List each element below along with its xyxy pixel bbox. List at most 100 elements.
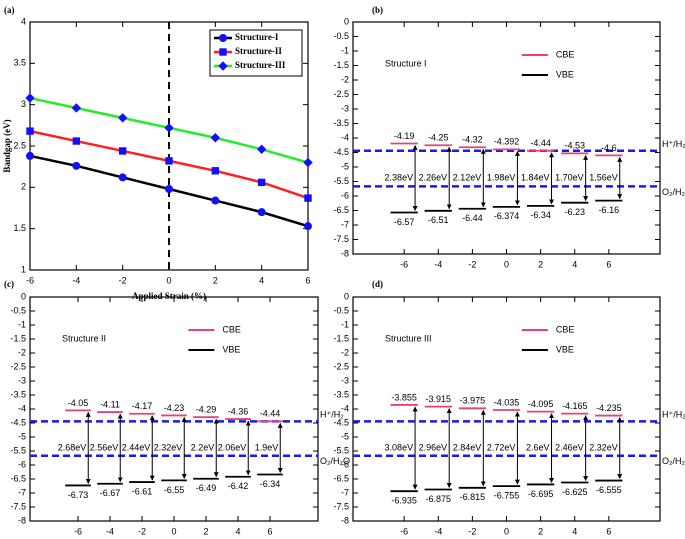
level-label: -4.035 xyxy=(494,397,520,407)
marker xyxy=(304,194,312,202)
level-label: -6.695 xyxy=(528,489,554,499)
x-tick-label: 4 xyxy=(235,526,240,536)
gap-label: 1.98eV xyxy=(487,172,516,182)
legend-label: Structure-I xyxy=(235,32,279,42)
y-tick-label: -1 xyxy=(341,45,349,55)
y-tick-label: 1 xyxy=(21,264,26,274)
x-tick-label: -4 xyxy=(106,526,114,536)
gap-label: 2.44eV xyxy=(122,442,151,452)
x-tick-label: 4 xyxy=(572,526,577,536)
level-label: -4.23 xyxy=(164,403,185,413)
gap-label: 1.84eV xyxy=(521,173,550,183)
marker xyxy=(211,196,220,205)
level-label: -6.34 xyxy=(260,479,281,489)
level-label: -6.555 xyxy=(596,485,622,495)
legend-label: Structure-III xyxy=(235,60,286,70)
marker xyxy=(118,173,127,182)
marker xyxy=(72,137,81,145)
x-tick-label: -2 xyxy=(119,275,127,285)
level-label: -6.49 xyxy=(196,483,217,493)
level-label: -6.55 xyxy=(164,485,185,495)
level-label: -6.16 xyxy=(599,205,620,215)
gap-label: 1.70eV xyxy=(555,172,584,182)
legend-label: VBE xyxy=(556,344,574,354)
level-label: -6.755 xyxy=(494,491,520,501)
level-label: -6.57 xyxy=(394,217,415,227)
y-tick-label: -4 xyxy=(18,403,26,413)
y-tick-label: -7 xyxy=(18,487,26,497)
y-tick-label: -8 xyxy=(18,515,26,525)
y-tick-label: -3 xyxy=(341,103,349,113)
x-tick-label: -6 xyxy=(400,526,408,536)
x-tick-label: -4 xyxy=(72,275,80,285)
level-label: -4.53 xyxy=(564,141,585,151)
y-tick-label: -0.5 xyxy=(333,31,349,41)
gap-label: 2.56eV xyxy=(90,442,119,452)
panel-label: (c) xyxy=(4,279,14,289)
legend-label: CBE xyxy=(222,324,241,334)
level-label: -6.23 xyxy=(564,207,585,217)
y-tick-label: -1.5 xyxy=(333,333,349,343)
y-tick-label: -2.5 xyxy=(333,89,349,99)
level-label: -6.935 xyxy=(391,496,417,506)
level-label: -4.235 xyxy=(596,403,622,413)
level-label: -4.392 xyxy=(494,137,520,147)
y-tick-label: -4 xyxy=(341,132,349,142)
legend-label: Structure-II xyxy=(235,46,282,56)
y-tick-label: -3 xyxy=(341,375,349,385)
marker xyxy=(26,151,34,160)
y-tick-label: -6.5 xyxy=(10,473,26,483)
x-tick-label: 4 xyxy=(259,275,264,285)
x-tick-label: 0 xyxy=(504,526,509,536)
gap-label: 2.32eV xyxy=(154,442,183,452)
level-label: -4.11 xyxy=(100,399,120,409)
level-label: -6.73 xyxy=(68,490,89,500)
marker xyxy=(219,34,227,42)
marker xyxy=(164,123,174,133)
y-tick-label: -6.5 xyxy=(333,473,349,483)
y-tick-label: 2.5 xyxy=(13,140,26,150)
marker xyxy=(165,184,173,193)
gap-label: 2.26eV xyxy=(419,172,448,182)
gap-label: 2.12eV xyxy=(453,172,482,182)
gap-label: 2.72eV xyxy=(487,442,516,452)
y-tick-label: -6.5 xyxy=(333,205,349,215)
y-tick-label: 0 xyxy=(344,16,349,26)
marker xyxy=(165,157,173,165)
reference-label: O₂/H₂O xyxy=(320,456,350,466)
x-axis-label: Applied Strain (%) xyxy=(132,291,206,301)
level-label: -4.6 xyxy=(601,143,617,153)
level-label: -6.625 xyxy=(562,487,588,497)
y-tick-label: -7.5 xyxy=(333,234,349,244)
y-tick-label: 2 xyxy=(21,182,26,192)
y-tick-label: -6 xyxy=(18,459,26,469)
reference-label: H⁺/H₂ xyxy=(662,139,685,149)
y-tick-label: -7.5 xyxy=(333,501,349,511)
y-tick-label: -5.5 xyxy=(333,445,349,455)
x-tick-label: 6 xyxy=(305,275,310,285)
level-label: -4.36 xyxy=(228,406,249,416)
y-tick-label: -3 xyxy=(18,375,26,385)
x-tick-label: 6 xyxy=(267,526,272,536)
marker xyxy=(304,222,312,231)
level-label: -6.374 xyxy=(494,211,520,221)
gap-label: 3.08eV xyxy=(385,442,414,452)
level-label: -4.05 xyxy=(68,398,89,408)
y-axis-label: Bandgap (eV) xyxy=(2,119,12,172)
marker xyxy=(218,61,228,71)
marker xyxy=(118,147,127,155)
y-tick-label: -8 xyxy=(341,248,349,258)
legend-label: VBE xyxy=(222,344,240,354)
x-tick-label: -4 xyxy=(434,526,442,536)
y-tick-label: -0.5 xyxy=(10,305,26,315)
x-tick-label: -2 xyxy=(468,526,476,536)
y-tick-label: -1.5 xyxy=(333,60,349,70)
x-tick-label: -4 xyxy=(434,259,442,269)
marker xyxy=(211,167,220,175)
x-tick-label: 2 xyxy=(538,259,543,269)
x-tick-label: -6 xyxy=(26,275,34,285)
panel-label: (a) xyxy=(4,5,15,15)
x-tick-label: 4 xyxy=(572,259,577,269)
gap-label: 2.96eV xyxy=(419,442,448,452)
